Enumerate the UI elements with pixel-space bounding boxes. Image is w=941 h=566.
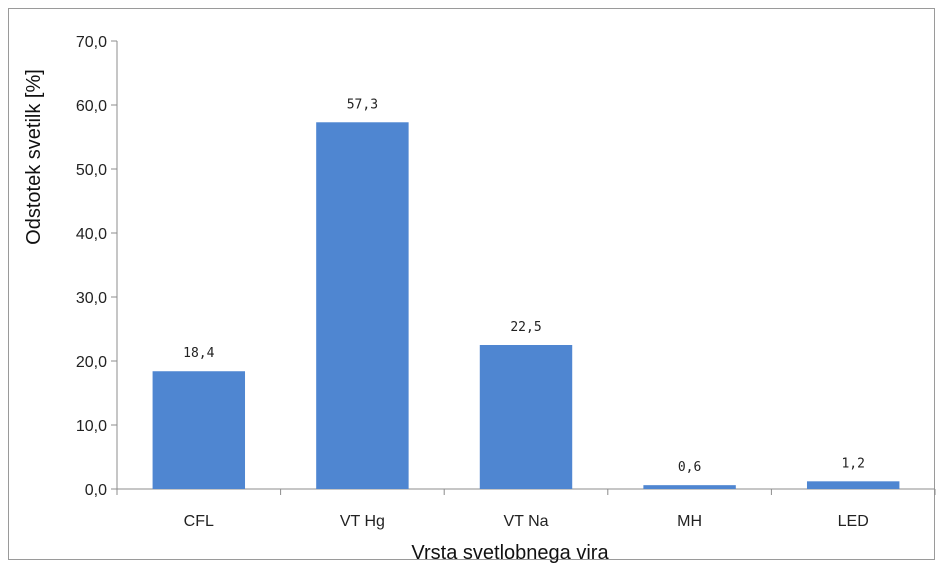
bar-mh: [643, 485, 736, 489]
axes: 0,0 10,0 20,0 30,0 40,0 50,0 60,0 70,0 CFL VT Hg V…: [76, 34, 936, 530]
data-label: 0,6: [678, 460, 701, 475]
data-label: 22,5: [510, 320, 541, 335]
x-axis-title: Vrsta svetlobnega vira: [411, 542, 609, 564]
bar-vt-na: [479, 345, 573, 489]
bars: 18,4 57,3 22,5 0,6 1,2: [152, 97, 900, 489]
y-tick-label: 10,0: [76, 418, 107, 435]
y-tick-label: 50,0: [76, 162, 107, 179]
y-tick-label: 70,0: [76, 34, 107, 51]
x-tick-label: VT Na: [503, 513, 548, 530]
y-tick-label: 40,0: [76, 226, 107, 243]
x-tick-label: CFL: [184, 513, 214, 530]
y-tick-label: 30,0: [76, 290, 107, 307]
bar-led: [806, 481, 900, 489]
x-tick-label: MH: [677, 513, 702, 530]
x-tick-label: VT Hg: [340, 513, 385, 530]
y-tick-label: 0,0: [85, 482, 107, 499]
data-label: 57,3: [347, 97, 378, 112]
y-axis-title: Odstotek svetilk [%]: [23, 69, 45, 245]
data-label: 1,2: [841, 456, 864, 471]
data-label: 18,4: [183, 346, 214, 361]
x-tick-label: LED: [838, 513, 869, 530]
y-tick-label: 60,0: [76, 98, 107, 115]
bar-cfl: [152, 371, 246, 489]
bar-vt-hg: [316, 122, 409, 489]
y-tick-label: 20,0: [76, 354, 107, 371]
